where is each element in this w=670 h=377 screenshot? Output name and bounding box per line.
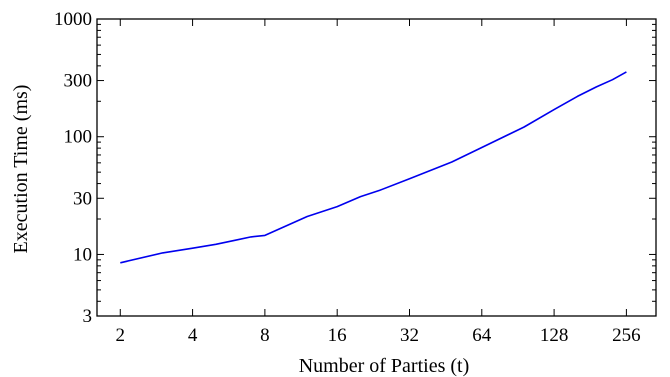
y-tick-label: 300 xyxy=(64,71,93,92)
y-tick-label: 100 xyxy=(64,127,93,148)
series-line xyxy=(120,72,626,263)
y-tick-label: 30 xyxy=(73,188,92,209)
x-tick-label: 16 xyxy=(328,325,347,346)
plot-area xyxy=(97,19,656,316)
x-axis-label: Number of Parties (t) xyxy=(299,355,470,377)
x-tick-label: 128 xyxy=(540,325,569,346)
y-tick-label: 3 xyxy=(83,306,93,327)
x-tick-label: 32 xyxy=(400,325,419,346)
axis-ticks: 3 10 30 100 300 1000 2 4 8 16 32 64 128 256 xyxy=(54,9,656,346)
x-tick-label: 64 xyxy=(472,325,492,346)
series-layer xyxy=(120,72,626,263)
x-tick-label: 2 xyxy=(116,325,126,346)
y-tick-label: 10 xyxy=(73,244,92,265)
y-axis-label: Execution Time (ms) xyxy=(10,85,32,254)
plot-frame xyxy=(97,19,656,316)
x-tick-label: 256 xyxy=(612,325,641,346)
y-tick-label: 1000 xyxy=(54,9,92,30)
x-tick-label: 4 xyxy=(188,325,198,346)
x-tick-label: 8 xyxy=(260,325,270,346)
